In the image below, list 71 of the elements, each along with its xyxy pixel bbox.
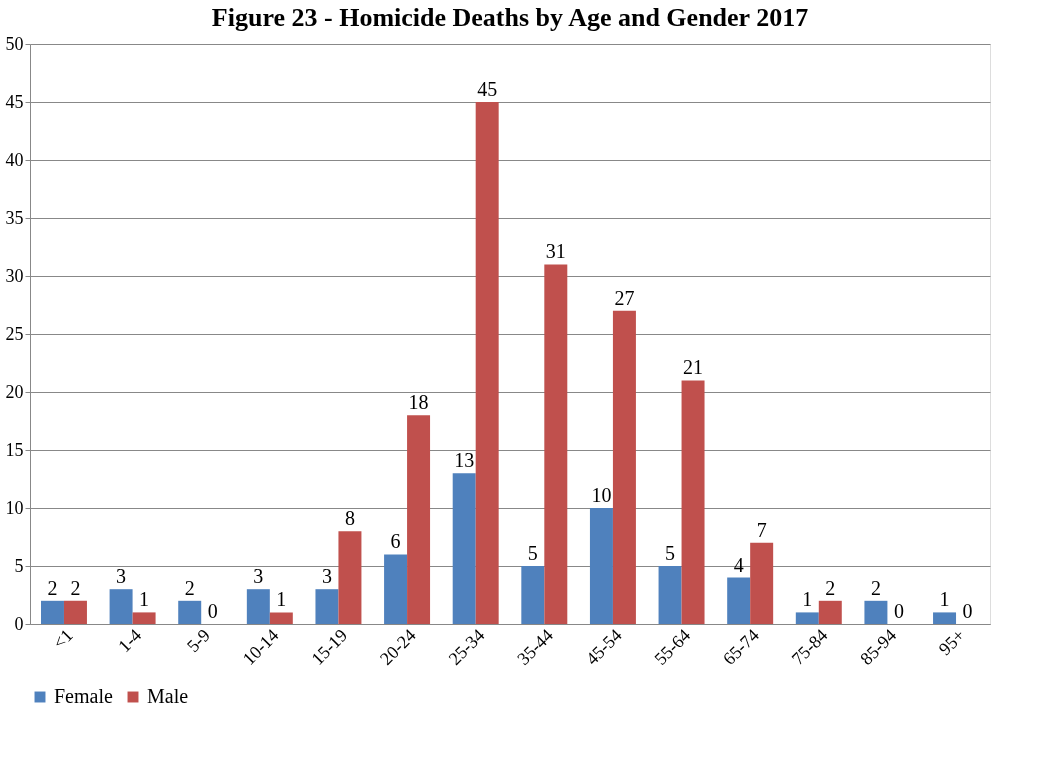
bar	[132, 612, 156, 624]
bar	[40, 600, 64, 624]
bar	[612, 310, 636, 624]
bar	[589, 508, 613, 624]
bar	[681, 380, 705, 624]
y-tick-label: 45	[5, 91, 24, 112]
data-label: 27	[614, 286, 635, 309]
data-label: 5	[665, 542, 676, 564]
data-label: 13	[454, 449, 475, 472]
bar	[521, 566, 545, 624]
bar	[338, 531, 362, 624]
data-label: 45	[477, 78, 498, 100]
bar	[407, 415, 431, 624]
bar	[63, 600, 87, 624]
data-label: 21	[683, 356, 704, 379]
bar	[109, 589, 133, 624]
y-tick-label: 40	[5, 149, 24, 170]
data-label: 2	[825, 576, 836, 599]
data-label: 1	[139, 588, 150, 611]
bar	[246, 589, 270, 624]
data-label: 10	[591, 484, 612, 506]
bar	[933, 612, 957, 624]
y-tick-label: 15	[5, 439, 24, 460]
data-label: 8	[344, 507, 355, 530]
data-label: 18	[408, 391, 429, 414]
y-tick-label: 5	[14, 555, 24, 576]
data-label: 3	[116, 565, 127, 588]
bar	[750, 542, 774, 624]
x-tick-label: 95+	[934, 625, 969, 660]
bar	[864, 600, 888, 624]
data-label: 6	[390, 530, 401, 553]
data-label: 1	[939, 588, 950, 611]
bar	[727, 577, 751, 624]
chart-title: Figure 23 - Homicide Deaths by Age and Gender 2017	[211, 3, 809, 32]
data-label: 5	[527, 542, 538, 564]
bar	[452, 473, 476, 624]
bar	[384, 554, 408, 624]
legend-label: Male	[147, 685, 189, 707]
x-tick-label: 1-4	[114, 625, 146, 657]
y-tick-label: 20	[5, 381, 24, 402]
data-label: 3	[321, 565, 332, 588]
bar	[475, 102, 499, 624]
data-label: 0	[893, 600, 904, 622]
data-label: 0	[962, 600, 973, 622]
bar	[795, 612, 819, 624]
y-tick-label: 35	[5, 207, 24, 228]
y-tick-label: 30	[5, 265, 24, 286]
legend-label: Female	[54, 685, 113, 707]
bar	[269, 612, 293, 624]
y-tick-label: 10	[5, 497, 24, 518]
data-label: 0	[207, 600, 218, 622]
data-label: 2	[184, 576, 195, 599]
data-label: 2	[47, 576, 58, 599]
data-label: 4	[733, 553, 744, 576]
bar	[178, 600, 202, 624]
y-tick-label: 0	[14, 613, 24, 634]
data-label: 1	[802, 588, 813, 611]
bar	[315, 589, 339, 624]
y-tick-label: 50	[5, 33, 24, 54]
x-tick-label: <1	[49, 625, 77, 653]
data-label: 3	[253, 565, 264, 588]
bar	[818, 600, 842, 624]
y-tick-label: 25	[5, 323, 24, 344]
data-label: 31	[545, 240, 566, 263]
data-label: 1	[276, 588, 287, 611]
x-tick-label: 5-9	[182, 625, 214, 657]
data-label: 2	[870, 576, 881, 599]
data-label: 7	[756, 518, 767, 541]
bar	[658, 566, 682, 624]
bar	[544, 264, 568, 624]
data-label: 2	[70, 576, 81, 599]
